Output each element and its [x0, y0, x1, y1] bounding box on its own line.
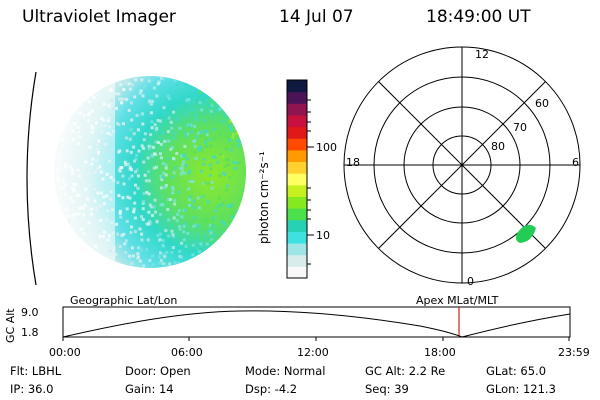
info-glon: GLon: 121.3 — [486, 382, 556, 396]
info-flt: Flt: LBHL — [10, 364, 62, 378]
timeline-tick-2359: 23:59 — [558, 346, 590, 359]
info-dsp: Dsp: -4.2 — [245, 382, 298, 396]
mlt-label-12: 12 — [475, 48, 489, 61]
date-label: 14 Jul 07 — [279, 7, 354, 27]
timeline-y-tick-bottom: 1.8 — [21, 326, 39, 339]
limb-arc — [26, 71, 37, 286]
info-door: Door: Open — [125, 364, 191, 378]
info-ip: IP: 36.0 — [10, 382, 54, 396]
timeline-tick-0600: 06:00 — [171, 346, 203, 359]
info-seq: Seq: 39 — [365, 382, 409, 396]
altitude-curve — [62, 310, 571, 338]
mlt-label-0: 0 — [467, 275, 474, 288]
info-gain: Gain: 14 — [125, 382, 174, 396]
colorbar-tick-10: 10 — [316, 229, 330, 242]
timeline-tick-1800: 18:00 — [424, 346, 456, 359]
lat-label-70: 70 — [513, 121, 527, 134]
timeline-left-title: Geographic Lat/Lon — [70, 294, 178, 307]
timeline-tick-1200: 12:00 — [297, 346, 329, 359]
auroral-spot — [515, 224, 536, 243]
mlt-label-18: 18 — [346, 156, 360, 169]
info-glat: GLat: 65.0 — [486, 364, 547, 378]
info-mode: Mode: Normal — [245, 364, 326, 378]
instrument-title: Ultraviolet Imager — [22, 7, 176, 27]
info-gc-alt: GC Alt: 2.2 Re — [365, 364, 446, 378]
lat-label-60: 60 — [535, 97, 549, 110]
timeline-y-tick-top: 9.0 — [21, 306, 39, 319]
time-label: 18:49:00 UT — [426, 7, 531, 27]
timeline-right-title: Apex MLat/MLT — [416, 294, 499, 307]
lat-label-80: 80 — [491, 140, 505, 153]
colorbar-tick-100: 100 — [316, 141, 337, 154]
timeline-tick-0000: 00:00 — [49, 346, 81, 359]
mlt-label-6: 6 — [572, 156, 579, 169]
